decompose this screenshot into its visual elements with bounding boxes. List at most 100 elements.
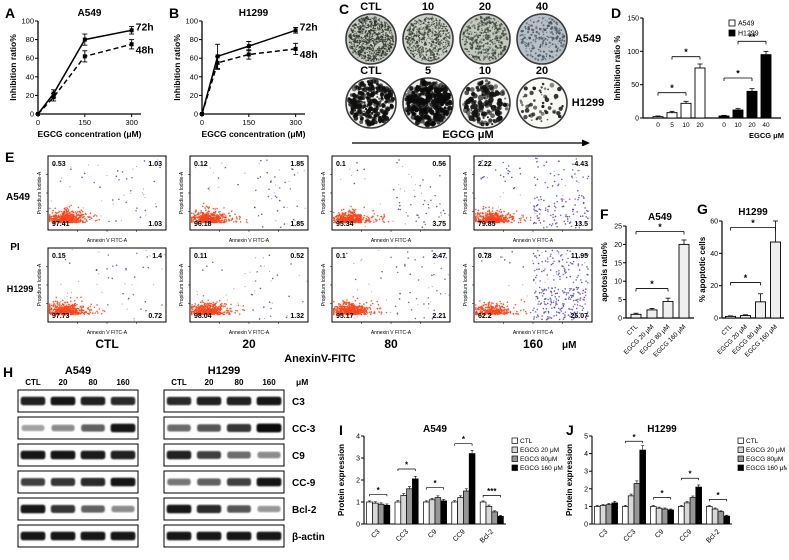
blot-band bbox=[256, 531, 282, 541]
cell-line-label: H1299 bbox=[572, 97, 604, 109]
bar bbox=[434, 497, 442, 525]
flow-y-axis-label: Propidium Iodide-A bbox=[463, 171, 469, 214]
blot-band bbox=[20, 478, 46, 486]
bar bbox=[394, 501, 402, 525]
bar bbox=[650, 506, 657, 525]
quadrant-ll-value: 95.17 bbox=[336, 313, 354, 320]
blot-box bbox=[163, 389, 285, 413]
bar bbox=[451, 501, 458, 525]
lane-label: CTL bbox=[171, 378, 187, 387]
data-point bbox=[36, 112, 40, 116]
blot-box bbox=[17, 443, 139, 467]
data-line bbox=[37, 29, 132, 115]
flow-plot: 0.15 1.4 97.73 0.72 Propidium Iodide-A Annexi… bbox=[37, 247, 167, 336]
x-tick-label: 20 bbox=[748, 122, 756, 129]
blot-band bbox=[196, 531, 222, 541]
quadrant-ur-value: 1.03 bbox=[148, 161, 162, 168]
quadrant-ll-value: 79.85 bbox=[478, 221, 496, 228]
data-line bbox=[201, 48, 296, 115]
blot-band bbox=[80, 450, 106, 460]
scatter-dots bbox=[332, 249, 450, 322]
bar bbox=[646, 309, 658, 319]
x-tick-label: CC3 bbox=[623, 528, 638, 543]
bar bbox=[706, 506, 713, 525]
blot-band bbox=[196, 396, 222, 406]
legend-label: CTL bbox=[520, 438, 533, 445]
blot-band bbox=[110, 423, 136, 433]
legend-label: EGCG 160 μM bbox=[746, 465, 787, 472]
protein-label: Bcl-2 bbox=[292, 505, 317, 516]
y-axis-label: Inhibition ratio% bbox=[172, 34, 182, 101]
legend-label: CTL bbox=[746, 438, 759, 445]
series-label: 72h bbox=[136, 21, 154, 33]
flow-plot: 0.78 11.95 62.2 25.07 Propidium Iodide-A Anne… bbox=[463, 247, 593, 336]
blot-box bbox=[163, 470, 285, 494]
quadrant-ur-value: 1.85 bbox=[290, 161, 304, 168]
quadrant-lr-value: 1.32 bbox=[290, 313, 304, 320]
x-tick-label: 0 bbox=[200, 118, 204, 127]
panel-label-g: G bbox=[697, 201, 708, 217]
blot-band bbox=[21, 425, 45, 431]
x-tick-label: 0 bbox=[656, 122, 660, 129]
flow-y-axis-label: Propidium Iodide-A bbox=[179, 263, 185, 306]
blot-band bbox=[166, 504, 192, 514]
blot-band bbox=[196, 451, 222, 459]
x-tick-label: 0 bbox=[722, 122, 726, 129]
bar bbox=[732, 109, 744, 119]
flow-plot: 0.53 1.03 97.41 1.03 Propidium Iodide-A Annex… bbox=[37, 155, 167, 244]
scatter-dots bbox=[48, 249, 166, 321]
blot-box bbox=[17, 416, 139, 440]
colony-dish bbox=[345, 13, 397, 65]
y-tick-label: 80 bbox=[26, 35, 34, 44]
panel-label-i: I bbox=[339, 422, 343, 438]
legend-swatch bbox=[511, 464, 518, 471]
bar bbox=[468, 453, 476, 525]
y-tick-label: 40 bbox=[26, 72, 34, 81]
x-tick-label: 0 bbox=[36, 118, 40, 127]
flow-plot: 0.1 0.56 95.34 3.75 Propidium Iodide-A Annexi… bbox=[321, 155, 451, 244]
blot-band bbox=[50, 505, 76, 513]
bar bbox=[440, 500, 447, 525]
quadrant-lr-value: 1.85 bbox=[290, 221, 304, 228]
bar bbox=[372, 502, 379, 525]
blot-band bbox=[50, 478, 76, 486]
y-tick-label: 4 bbox=[584, 451, 588, 458]
flow-x-axis-label: Annexin V FITC-A bbox=[513, 330, 554, 336]
bar bbox=[594, 506, 601, 525]
quadrant-ur-value: 2.47 bbox=[432, 253, 446, 260]
flow-col-label: 20 bbox=[242, 337, 256, 351]
dose-label: CTL bbox=[360, 1, 382, 13]
legend-swatch bbox=[737, 437, 744, 444]
colony-dish bbox=[459, 13, 511, 65]
legend-swatch bbox=[728, 19, 736, 27]
sig-star: * bbox=[377, 486, 381, 495]
bar bbox=[400, 495, 407, 525]
x-tick-label: 20 bbox=[696, 122, 704, 129]
x-tick-label: 150 bbox=[79, 118, 92, 127]
quadrant-lr-value: 0.72 bbox=[148, 313, 162, 320]
flow-x-axis-label: Annexin V FITC-A bbox=[229, 238, 270, 244]
bar bbox=[755, 301, 766, 319]
quadrant-ul-value: 0.15 bbox=[52, 253, 66, 260]
dish-circle bbox=[402, 13, 454, 65]
y-tick-label: 0 bbox=[618, 316, 622, 323]
bar bbox=[655, 507, 663, 525]
sig-star: * bbox=[462, 435, 466, 444]
blot-band bbox=[226, 424, 252, 432]
bar bbox=[678, 506, 685, 525]
blot-band bbox=[197, 424, 221, 432]
unit-label: μM bbox=[296, 377, 308, 387]
sig-star: * bbox=[684, 47, 688, 57]
bar bbox=[605, 504, 613, 525]
flow-plot: 0.12 1.85 96.18 1.85 Propidium Iodide-A Annex… bbox=[179, 155, 309, 244]
blot-band bbox=[110, 477, 136, 487]
flow-col-label: CTL bbox=[95, 337, 118, 351]
scatter-dots bbox=[474, 248, 592, 321]
sig-star: * bbox=[405, 461, 409, 470]
y-axis-label: Protein expression bbox=[565, 444, 574, 516]
legend-label: EGCG 80μM bbox=[520, 456, 557, 463]
flow-x-axis-label: Annexin V FITC-A bbox=[87, 330, 128, 336]
blot-band bbox=[196, 504, 222, 514]
